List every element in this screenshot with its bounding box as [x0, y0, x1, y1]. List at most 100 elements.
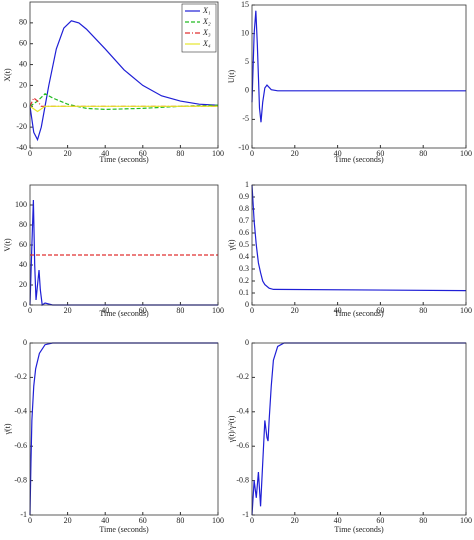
plot-area	[252, 343, 466, 515]
y-tick-label: 0	[245, 300, 249, 309]
series-line	[251, 342, 466, 516]
x-tick-label: 20	[291, 149, 299, 158]
x-tick-label: 60	[139, 306, 147, 315]
y-tick-label: -0.4	[236, 407, 249, 416]
x-axis-label: Time (seconds)	[334, 155, 384, 164]
y-tick-label: -0.6	[236, 441, 249, 450]
y-tick-label: 0.7	[239, 216, 249, 225]
axes-box	[251, 342, 467, 516]
x-tick-label: 100	[212, 306, 224, 315]
y-tick-label: -0.4	[14, 407, 27, 416]
x-tick-label: 80	[176, 306, 184, 315]
series-line	[29, 342, 218, 516]
x-tick-label: 0	[250, 306, 254, 315]
y-tick-label: 5	[245, 57, 249, 66]
x-tick-label: 20	[291, 516, 299, 525]
x-tick-label: 20	[291, 306, 299, 315]
y-axis-label: X(t)	[3, 68, 12, 82]
y-tick-label: 40	[19, 260, 27, 269]
x-tick-label: 60	[376, 149, 384, 158]
x-tick-label: 20	[64, 306, 72, 315]
y-tick-label: 80	[19, 18, 27, 27]
series-line	[29, 96, 218, 107]
y-tick-label: 10	[241, 28, 249, 37]
series-line	[251, 10, 466, 123]
series-line	[251, 184, 467, 292]
y-tick-label: -0.2	[14, 372, 27, 381]
plot-area	[30, 343, 218, 515]
x-axis-label: Time (seconds)	[99, 309, 149, 318]
y-tick-label: 0	[245, 338, 249, 347]
y-tick-label: 0.1	[239, 288, 249, 297]
x-tick-label: 100	[460, 149, 472, 158]
axes-box	[29, 184, 219, 306]
legend-label: X₂	[202, 17, 211, 26]
x-tick-label: 40	[334, 306, 342, 315]
y-tick-label: -1	[20, 510, 27, 519]
y-tick-label: -0.8	[236, 475, 249, 484]
y-tick-label: 0.6	[239, 228, 249, 237]
x-tick-label: 80	[176, 149, 184, 158]
x-tick-label: 40	[334, 516, 342, 525]
legend-label: X₃	[202, 28, 211, 37]
x-tick-label: 0	[28, 306, 32, 315]
x-axis-label: Time (seconds)	[99, 155, 149, 164]
y-tick-label: -40	[16, 143, 27, 152]
y-tick-label: 40	[19, 59, 27, 68]
y-axis-label: γ̇(t)/γ²(t)	[227, 415, 236, 443]
x-tick-label: 0	[28, 516, 32, 525]
x-tick-label: 100	[460, 516, 472, 525]
plot-area	[30, 185, 218, 305]
x-tick-label: 80	[419, 516, 427, 525]
y-tick-label: 0.8	[239, 204, 249, 213]
plot-area	[252, 5, 466, 148]
x-tick-label: 40	[101, 306, 109, 315]
y-tick-label: -10	[238, 143, 249, 152]
y-tick-label: 0	[23, 101, 27, 110]
y-tick-label: -0.2	[236, 372, 249, 381]
axes-box	[251, 184, 467, 306]
x-tick-label: 40	[101, 149, 109, 158]
y-tick-label: 0.5	[239, 240, 249, 249]
y-tick-label: 1	[245, 180, 249, 189]
legend-label: X₁	[202, 6, 211, 15]
x-tick-label: 100	[212, 149, 224, 158]
y-tick-label: 0	[23, 300, 27, 309]
y-tick-label: 0	[23, 338, 27, 347]
y-tick-label: -1	[242, 510, 249, 519]
y-tick-label: 80	[19, 220, 27, 229]
y-tick-label: 0	[245, 86, 249, 95]
y-tick-label: -5	[242, 114, 249, 123]
legend-label: X₄	[202, 39, 211, 48]
y-tick-label: -0.8	[14, 475, 27, 484]
axes-box	[29, 1, 219, 149]
x-tick-label: 40	[101, 516, 109, 525]
y-tick-label: 0.4	[239, 252, 249, 261]
x-tick-label: 60	[139, 516, 147, 525]
x-tick-label: 100	[212, 516, 224, 525]
x-tick-label: 60	[376, 306, 384, 315]
x-tick-label: 0	[250, 516, 254, 525]
x-tick-label: 40	[334, 149, 342, 158]
y-tick-label: 15	[241, 0, 249, 9]
series-line	[29, 199, 218, 307]
y-tick-label: 100	[15, 200, 27, 209]
x-tick-label: 0	[250, 149, 254, 158]
x-tick-label: 0	[28, 149, 32, 158]
y-axis-label: U(t)	[227, 70, 236, 84]
x-axis-label: Time (seconds)	[334, 309, 384, 318]
y-tick-label: 0.3	[239, 264, 249, 273]
axes-box	[251, 4, 467, 149]
x-tick-label: 80	[176, 516, 184, 525]
y-tick-label: 20	[19, 280, 27, 289]
y-tick-label: 0.9	[239, 192, 249, 201]
plot-area	[252, 185, 466, 305]
series-line	[29, 20, 219, 142]
x-tick-label: 80	[419, 149, 427, 158]
x-tick-label: 60	[139, 149, 147, 158]
y-tick-label: 60	[19, 240, 27, 249]
y-tick-label: 60	[19, 39, 27, 48]
y-axis-label: V(t)	[3, 238, 12, 252]
x-tick-label: 80	[419, 306, 427, 315]
